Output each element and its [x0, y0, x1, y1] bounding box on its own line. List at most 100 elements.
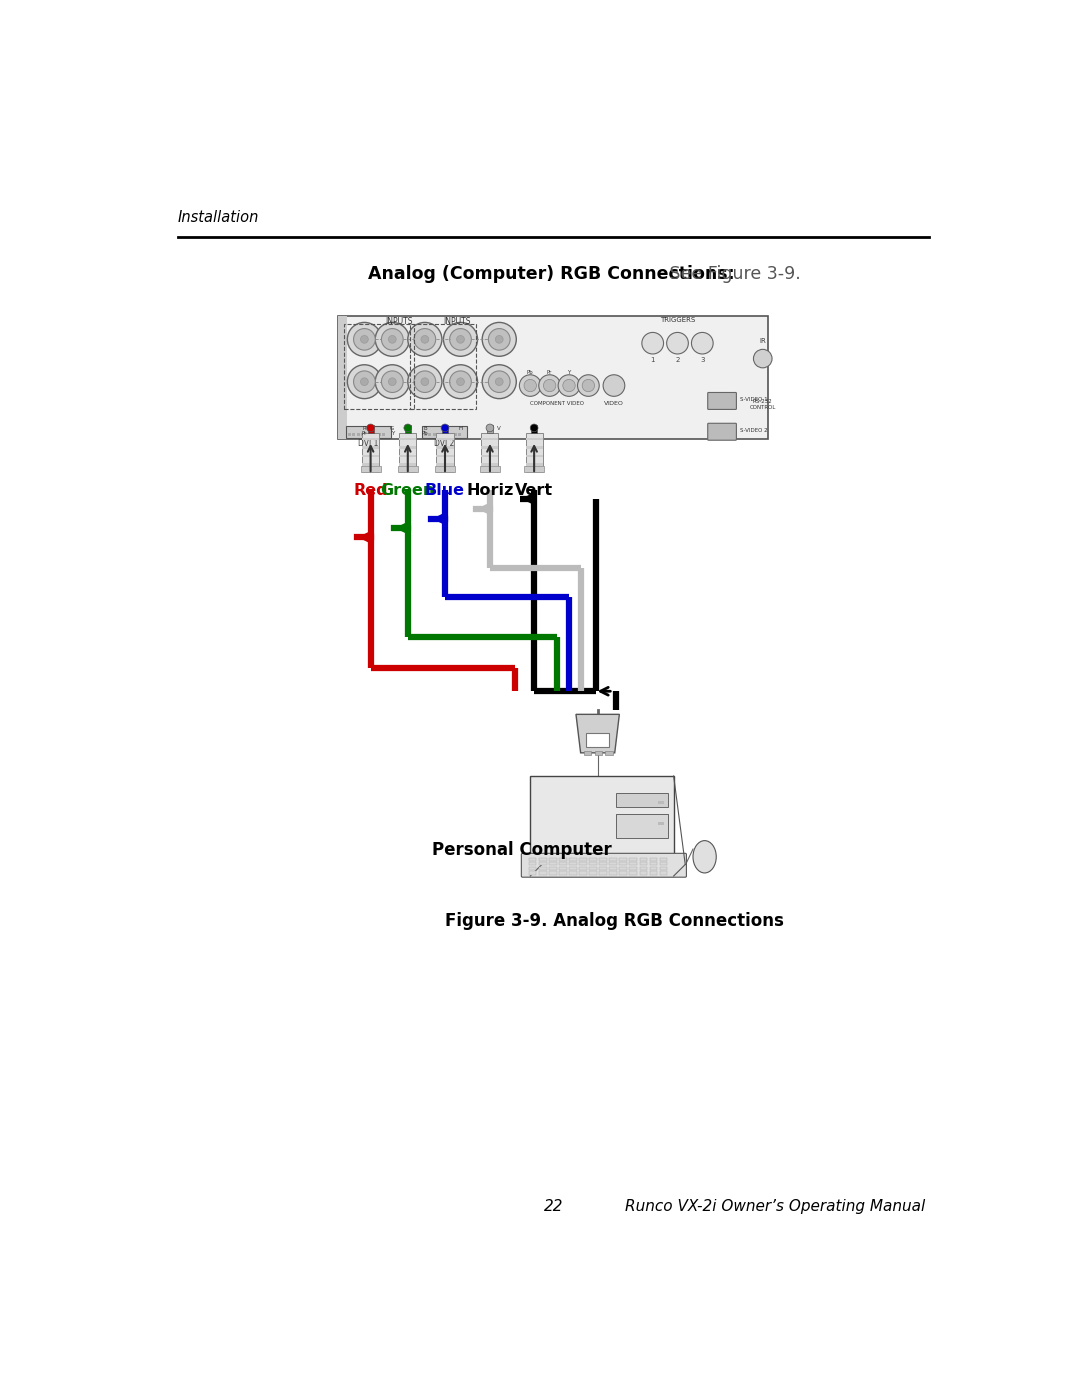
Bar: [400, 447, 416, 448]
Bar: [441, 433, 444, 436]
FancyBboxPatch shape: [707, 393, 737, 409]
Circle shape: [441, 425, 449, 432]
Circle shape: [488, 372, 510, 393]
Bar: [590, 862, 597, 865]
Bar: [599, 858, 607, 861]
Bar: [609, 862, 617, 865]
Text: 3: 3: [700, 358, 704, 363]
Bar: [382, 433, 386, 436]
FancyBboxPatch shape: [522, 854, 687, 877]
Bar: [405, 425, 410, 433]
Bar: [539, 866, 546, 870]
Text: Y: Y: [567, 370, 570, 374]
Bar: [437, 433, 440, 436]
Text: G
Y: G Y: [390, 426, 394, 436]
Circle shape: [348, 323, 381, 356]
Text: Blue: Blue: [426, 483, 465, 499]
Circle shape: [642, 332, 663, 353]
Bar: [529, 858, 537, 861]
Bar: [590, 866, 597, 870]
Text: 2: 2: [675, 358, 679, 363]
Bar: [630, 872, 637, 875]
Bar: [619, 866, 627, 870]
Bar: [606, 752, 613, 756]
Circle shape: [375, 323, 409, 356]
Circle shape: [457, 377, 464, 386]
Circle shape: [353, 328, 375, 351]
Bar: [458, 433, 461, 436]
Bar: [361, 465, 380, 472]
Text: Analog (Computer) RGB Connections:: Analog (Computer) RGB Connections:: [367, 265, 734, 284]
Bar: [649, 866, 658, 870]
Text: TRIGGERS: TRIGGERS: [660, 317, 696, 324]
Bar: [367, 425, 374, 433]
Bar: [630, 862, 637, 865]
Bar: [400, 433, 416, 472]
Text: Red: Red: [353, 483, 388, 499]
Bar: [549, 872, 556, 875]
Circle shape: [524, 380, 537, 391]
Bar: [356, 433, 360, 436]
Text: Installation: Installation: [177, 210, 259, 225]
Text: COMPONENT VIDEO: COMPONENT VIDEO: [530, 401, 584, 405]
Circle shape: [389, 335, 396, 344]
Circle shape: [367, 425, 375, 432]
Bar: [590, 872, 597, 875]
Text: DVI 1: DVI 1: [359, 439, 378, 447]
Bar: [362, 437, 379, 440]
Bar: [630, 866, 637, 870]
Bar: [422, 426, 467, 437]
Circle shape: [486, 425, 494, 432]
Text: Pb: Pb: [527, 370, 534, 374]
Bar: [378, 433, 381, 436]
Circle shape: [414, 328, 435, 351]
Bar: [529, 866, 537, 870]
Bar: [649, 858, 658, 861]
Bar: [365, 433, 368, 436]
Bar: [639, 866, 647, 870]
Bar: [362, 455, 379, 457]
Bar: [599, 866, 607, 870]
Circle shape: [353, 372, 375, 393]
Circle shape: [421, 377, 429, 386]
Bar: [433, 433, 435, 436]
Bar: [374, 433, 377, 436]
Circle shape: [496, 335, 503, 344]
Bar: [436, 464, 454, 465]
Text: Figure 3-9. Analog RGB Connections: Figure 3-9. Analog RGB Connections: [445, 912, 784, 930]
Bar: [482, 455, 499, 457]
Text: S-VIDEO 1: S-VIDEO 1: [740, 397, 767, 402]
Bar: [524, 465, 544, 472]
Text: Pr: Pr: [546, 370, 552, 374]
Bar: [352, 433, 355, 436]
Circle shape: [666, 332, 688, 353]
Circle shape: [603, 374, 625, 397]
Bar: [630, 858, 637, 861]
Bar: [559, 862, 567, 865]
Bar: [579, 858, 586, 861]
Circle shape: [381, 328, 403, 351]
Bar: [616, 814, 669, 828]
Circle shape: [496, 377, 503, 386]
Bar: [445, 433, 448, 436]
Bar: [526, 464, 542, 465]
Text: V: V: [498, 426, 501, 430]
Bar: [579, 866, 586, 870]
Bar: [579, 862, 586, 865]
Bar: [599, 872, 607, 875]
Text: DVI 2: DVI 2: [434, 439, 455, 447]
Bar: [530, 775, 674, 876]
Circle shape: [482, 323, 516, 356]
Bar: [549, 866, 556, 870]
Bar: [586, 733, 609, 746]
Bar: [487, 425, 494, 433]
Bar: [616, 814, 669, 838]
Bar: [449, 433, 453, 436]
Circle shape: [578, 374, 599, 397]
Circle shape: [519, 374, 541, 397]
Bar: [442, 425, 448, 433]
Text: Vert: Vert: [515, 483, 553, 499]
Circle shape: [444, 365, 477, 398]
Text: R
Pr: R Pr: [362, 426, 367, 436]
Bar: [482, 433, 499, 472]
